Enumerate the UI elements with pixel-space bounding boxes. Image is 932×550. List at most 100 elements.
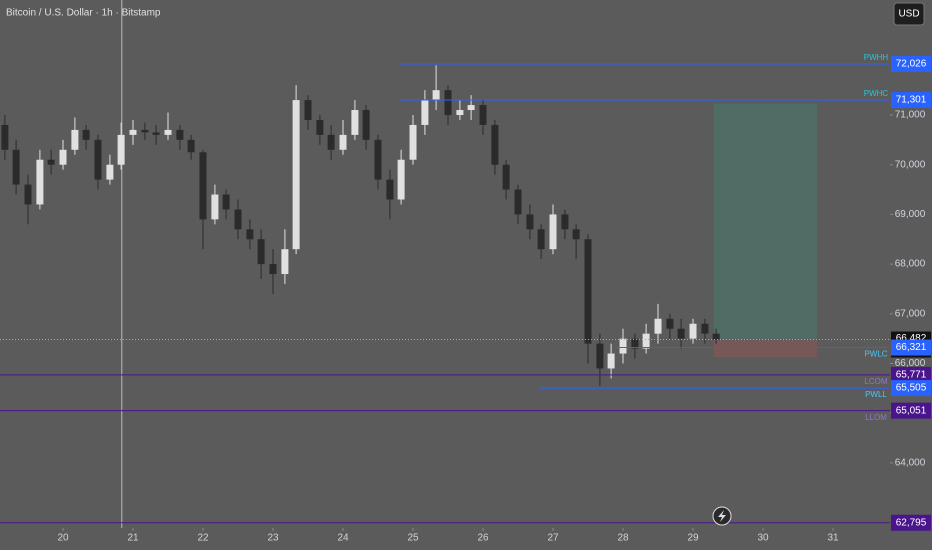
candle-body [374,139,382,180]
level-name: PWLL [865,390,887,399]
candle-body [549,214,557,250]
candle-body [141,129,149,133]
level-name: LLOM [865,413,887,422]
candle-body [24,184,32,205]
candle-body [257,239,265,265]
candle-body [82,129,90,140]
x-tick-label: 23 [267,533,279,544]
level-price-box [891,402,931,419]
level-name: LCOM [864,377,887,386]
candle-body [666,318,674,329]
level-price-label: 66,321 [896,342,927,353]
x-tick-label: 24 [337,533,349,544]
y-tick-label: 67,000 [895,308,926,319]
level-name: PWHC [864,89,889,98]
candle-body [304,100,312,120]
y-tick-label: 68,000 [895,259,926,270]
candle-body [1,124,9,150]
candle-body [327,134,335,150]
level-price-label: 62,795 [896,517,927,528]
candle-body [689,323,697,339]
candle-body [502,164,510,190]
level-price-box [891,366,931,383]
y-tick-label: 69,000 [895,209,926,220]
candle-body [397,159,405,200]
candle-body [677,328,685,339]
x-tick-label: 31 [827,533,839,544]
y-tick-label: 70,000 [895,159,926,170]
candle-body [619,338,627,354]
chart-title: Bitcoin / U.S. Dollar · 1h · Bitstamp [6,8,161,19]
last-price-label: 66,482 [896,333,927,344]
candle-body [117,134,125,165]
candle-body [444,90,452,116]
y-tick-label: 66,000 [895,358,926,369]
candle-body [292,100,300,250]
x-tick-label: 27 [547,533,559,544]
candle-body [432,90,440,101]
candle-body [187,139,195,153]
candle-body [176,129,184,140]
candle-body [596,343,604,369]
level-price-box [891,514,931,531]
candle-body [222,194,230,210]
candle-body [164,129,172,135]
candle-body [152,132,160,135]
candle-body [642,333,650,349]
level-price-label: 72,026 [896,59,927,70]
level-name: PWLC [864,350,887,359]
candle-body [47,159,55,165]
candle-body [246,229,254,240]
candle-body [467,105,475,111]
level-price-box [891,92,931,109]
candle-body [561,214,569,230]
candle-body [211,194,219,220]
candle-body [281,249,289,275]
currency-label[interactable]: USD [898,9,919,20]
level-name: PWHH [864,53,889,62]
candle-body [362,110,370,140]
candle-body [526,214,534,230]
level-price-label: 65,771 [896,370,927,381]
candle-body [269,264,277,275]
level-price-box [891,56,931,73]
candle-body [106,164,114,180]
currency-button[interactable] [893,2,925,26]
x-tick-label: 20 [57,533,69,544]
x-tick-label: 21 [127,533,139,544]
candle-body [129,129,137,135]
candle-body [537,229,545,250]
candle-body [631,338,639,349]
x-tick-label: 25 [407,533,419,544]
level-price-box [891,339,931,356]
position-target [714,103,817,340]
position-stop [714,339,817,358]
x-tick-label: 26 [477,533,489,544]
x-tick-label: 29 [687,533,699,544]
candle-body [514,189,522,215]
candle-body [712,333,720,340]
level-price-label: 65,051 [896,405,927,416]
x-tick-label: 22 [197,533,209,544]
candle-body [94,139,102,180]
candle-body [572,229,580,240]
level-price-label: 65,505 [896,383,927,394]
candle-body [607,353,615,369]
candle-body [36,159,44,205]
y-tick-label: 64,000 [895,458,926,469]
level-price-box [891,380,931,397]
candle-body [584,239,592,344]
candle-body [316,119,324,135]
y-tick-label: 71,000 [895,110,926,121]
logo [712,506,732,526]
candle-body [421,100,429,125]
level-price-label: 71,301 [896,95,927,106]
candle-body [12,149,20,185]
candle-body [701,323,709,334]
candle-body [339,134,347,150]
x-tick-label: 30 [757,533,769,544]
candle-body [234,209,242,230]
candle-body [199,152,207,220]
